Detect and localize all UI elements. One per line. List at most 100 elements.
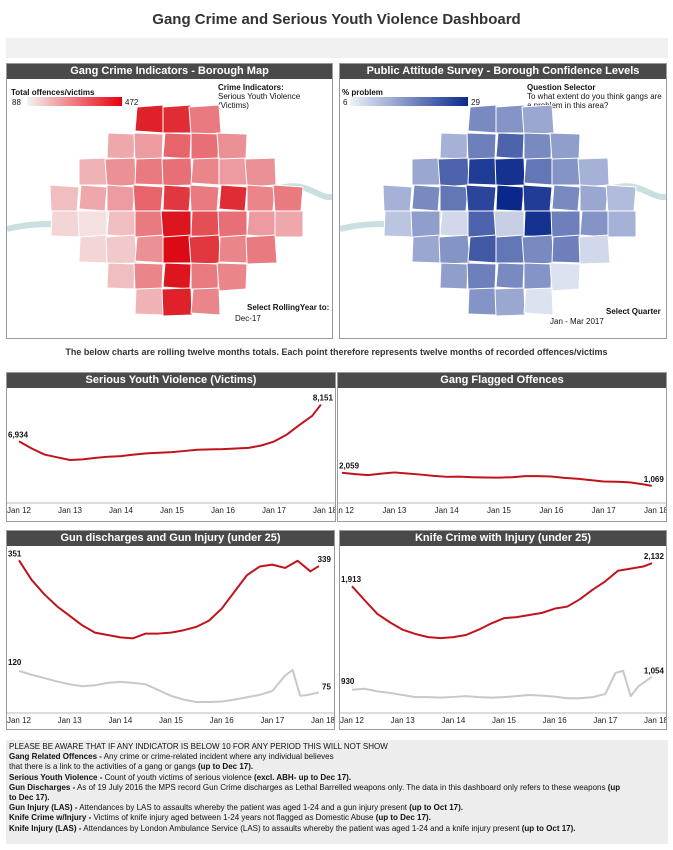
borough-shape[interactable] <box>245 234 278 265</box>
borough-shape[interactable] <box>162 184 192 212</box>
borough-shape[interactable] <box>579 184 609 212</box>
borough-shape[interactable] <box>189 184 220 213</box>
borough-shape[interactable] <box>465 184 497 214</box>
borough-shape[interactable] <box>246 210 276 238</box>
borough-shape[interactable] <box>551 157 582 186</box>
borough-shape[interactable] <box>244 157 277 188</box>
crime-indicator-selector[interactable]: Serious Youth Violence (Victims) <box>218 92 301 110</box>
question-selector-value[interactable]: To what extent do you think gangs are a … <box>527 92 662 110</box>
borough-shape[interactable] <box>78 184 108 212</box>
borough-shape[interactable] <box>549 262 581 292</box>
borough-shape[interactable] <box>438 234 471 265</box>
borough-shape[interactable] <box>272 184 304 214</box>
borough-shape[interactable] <box>134 287 165 316</box>
series-line-primary[interactable] <box>341 471 652 487</box>
borough-shape[interactable] <box>549 132 581 162</box>
borough-shape[interactable] <box>521 104 555 136</box>
borough-shape[interactable] <box>411 234 443 264</box>
borough-shape[interactable] <box>439 132 469 160</box>
borough-shape[interactable] <box>439 210 469 238</box>
borough-shape[interactable] <box>133 132 164 161</box>
select-rolling-year-value[interactable]: Dec-17 <box>235 314 261 323</box>
borough-shape[interactable] <box>495 262 525 290</box>
borough-shape[interactable] <box>439 262 469 290</box>
borough-shape[interactable] <box>551 234 583 264</box>
borough-shape[interactable] <box>188 104 222 136</box>
borough-shape[interactable] <box>523 262 553 290</box>
borough-shape[interactable] <box>190 132 220 160</box>
borough-shape[interactable] <box>523 132 553 160</box>
borough-shape[interactable] <box>383 210 413 238</box>
borough-shape[interactable] <box>106 262 136 290</box>
series-line-primary[interactable] <box>18 403 322 462</box>
borough-shape[interactable] <box>105 234 138 265</box>
borough-shape[interactable] <box>521 234 555 266</box>
borough-shape[interactable] <box>218 157 249 186</box>
borough-shape[interactable] <box>467 287 498 316</box>
borough-shape[interactable] <box>216 262 248 292</box>
borough-shape[interactable] <box>495 104 527 134</box>
borough-shape[interactable] <box>607 210 637 238</box>
borough-shape[interactable] <box>495 184 525 212</box>
borough-shape[interactable] <box>134 104 166 134</box>
borough-shape[interactable] <box>104 157 137 188</box>
borough-shape[interactable] <box>523 287 554 316</box>
borough-shape[interactable] <box>246 184 276 212</box>
borough-shape[interactable] <box>78 234 110 264</box>
borough-shape[interactable] <box>493 210 525 240</box>
borough-shape[interactable] <box>161 287 193 317</box>
borough-shape[interactable] <box>190 262 220 290</box>
borough-shape[interactable] <box>188 234 222 266</box>
borough-shape[interactable] <box>439 184 469 212</box>
series-line-secondary[interactable] <box>351 669 653 700</box>
borough-shape[interactable] <box>495 234 527 264</box>
borough-shape[interactable] <box>106 132 136 160</box>
borough-shape[interactable] <box>216 132 248 162</box>
borough-shape[interactable] <box>382 184 413 213</box>
borough-shape[interactable] <box>190 210 220 238</box>
borough-shape[interactable] <box>49 184 80 213</box>
borough-shape[interactable] <box>467 210 497 238</box>
select-quarter-value[interactable]: Jan - Mar 2017 <box>550 317 604 326</box>
borough-shape[interactable] <box>50 210 80 238</box>
borough-shape[interactable] <box>467 157 498 186</box>
borough-shape[interactable] <box>494 157 526 187</box>
borough-shape[interactable] <box>162 262 192 290</box>
borough-shape[interactable] <box>134 234 166 264</box>
borough-shape[interactable] <box>106 210 136 238</box>
borough-shape[interactable] <box>494 287 526 317</box>
borough-shape[interactable] <box>411 184 441 212</box>
borough-shape[interactable] <box>162 234 194 264</box>
borough-shape[interactable] <box>467 234 499 264</box>
borough-shape[interactable] <box>161 157 193 187</box>
borough-shape[interactable] <box>605 184 637 214</box>
borough-shape[interactable] <box>190 287 221 316</box>
borough-shape[interactable] <box>551 184 581 212</box>
series-line-secondary[interactable] <box>18 668 320 704</box>
borough-shape[interactable] <box>466 262 497 291</box>
borough-shape[interactable] <box>495 132 525 160</box>
london-borough-map-red[interactable] <box>7 79 332 339</box>
series-line-primary[interactable] <box>351 562 653 640</box>
borough-shape[interactable] <box>467 104 499 134</box>
borough-shape[interactable] <box>523 157 554 186</box>
borough-shape[interactable] <box>160 210 192 240</box>
borough-shape[interactable] <box>274 210 304 238</box>
borough-shape[interactable] <box>217 210 248 239</box>
borough-shape[interactable] <box>78 157 109 186</box>
borough-shape[interactable] <box>77 210 108 239</box>
borough-shape[interactable] <box>437 157 470 188</box>
borough-shape[interactable] <box>577 157 610 188</box>
borough-shape[interactable] <box>523 210 553 238</box>
borough-shape[interactable] <box>132 184 164 214</box>
borough-shape[interactable] <box>411 157 442 186</box>
borough-shape[interactable] <box>218 234 250 264</box>
borough-shape[interactable] <box>410 210 441 239</box>
borough-shape[interactable] <box>134 210 164 238</box>
borough-shape[interactable] <box>162 132 192 160</box>
borough-shape[interactable] <box>162 104 194 134</box>
borough-shape[interactable] <box>218 184 248 212</box>
series-line-primary[interactable] <box>18 559 320 640</box>
borough-shape[interactable] <box>466 132 497 161</box>
borough-shape[interactable] <box>550 210 581 239</box>
